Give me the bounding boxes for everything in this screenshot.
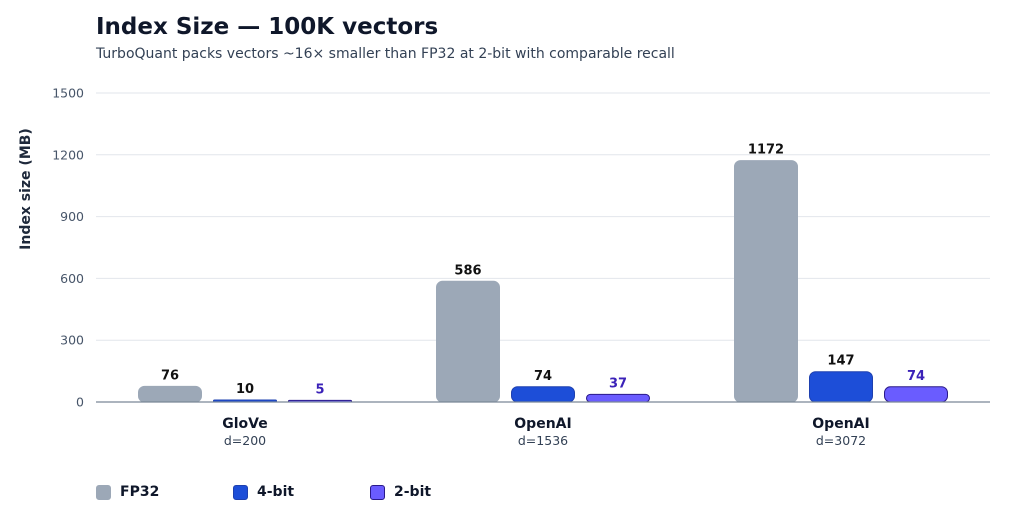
category-label: OpenAI [514, 416, 571, 432]
y-tick-label: 0 [76, 395, 84, 410]
legend-swatch [233, 484, 248, 500]
y-tick-label: 600 [60, 271, 84, 286]
y-tick-label: 1200 [52, 147, 84, 162]
bar-2-bit [884, 386, 948, 403]
bar-fp32 [734, 160, 798, 403]
chart-subtitle: TurboQuant packs vectors ~16× smaller th… [96, 46, 675, 62]
category-label: GloVe [222, 416, 267, 432]
legend-item: 4-bit [233, 484, 370, 500]
legend-swatch [96, 484, 111, 500]
value-label: 147 [827, 354, 854, 369]
bar-chart: 0 300 600 900 1200 1500 Index size (MB) 76 10 5… [18, 86, 990, 448]
bars [138, 160, 948, 403]
legend-label: FP32 [120, 484, 160, 500]
value-label: 76 [161, 368, 179, 383]
value-label: 74 [907, 369, 925, 384]
chart-title: Index Size — 100K vectors [96, 14, 439, 40]
bar-fp32 [138, 385, 202, 403]
y-axis-label: Index size (MB) [18, 128, 34, 250]
bar-2-bit [586, 393, 650, 403]
value-label: 10 [236, 382, 254, 397]
legend-item: 2-bit [370, 484, 507, 500]
y-tick-label: 900 [60, 209, 84, 224]
grid-lines [96, 92, 990, 341]
y-axis-ticks: 0 300 600 900 1200 1500 [52, 86, 84, 410]
value-label: 74 [534, 369, 552, 384]
legend-label: 2-bit [394, 484, 432, 500]
value-label: 37 [609, 376, 627, 391]
legend-label: 4-bit [257, 484, 295, 500]
category-detail-label: d=3072 [816, 433, 866, 448]
y-tick-label: 300 [60, 333, 84, 348]
y-tick-label: 1500 [52, 86, 84, 101]
category-detail-label: d=1536 [518, 433, 568, 448]
legend-item: FP32 [96, 484, 233, 500]
value-label: 1172 [748, 143, 784, 158]
value-labels: 76 10 5 586 74 37 1172 147 74 [161, 143, 925, 398]
value-label: 5 [315, 382, 324, 397]
category-label: OpenAI [812, 416, 869, 432]
value-label: 586 [454, 263, 481, 278]
category-detail-label: d=200 [224, 433, 266, 448]
legend-swatch [370, 484, 385, 500]
bar-fp32 [436, 280, 500, 403]
legend: FP32 4-bit 2-bit [96, 484, 507, 500]
bar-4-bit [511, 386, 575, 403]
bar-4-bit [809, 371, 873, 403]
